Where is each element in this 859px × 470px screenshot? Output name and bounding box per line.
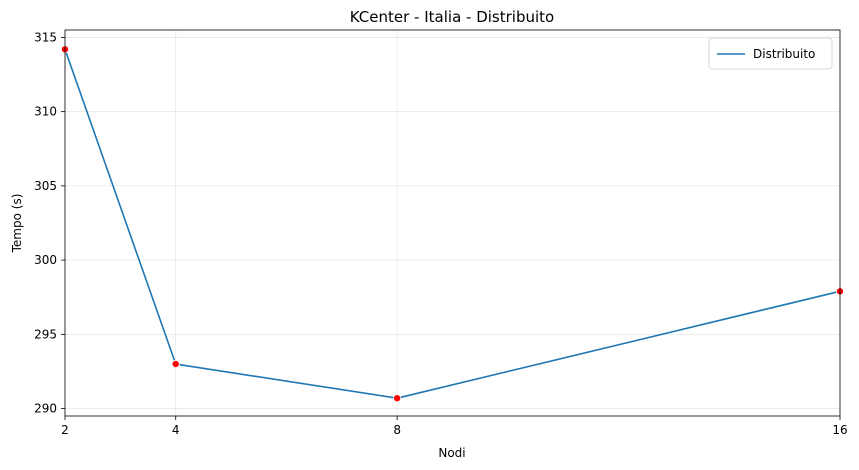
chart-title: KCenter - Italia - Distribuito bbox=[350, 8, 554, 26]
data-point bbox=[393, 394, 402, 403]
x-tick-label: 2 bbox=[61, 423, 69, 437]
y-axis-ticks: 290 295 300 305 310 315 bbox=[34, 30, 65, 416]
y-axis-label: Tempo (s) bbox=[10, 194, 24, 254]
legend: Distribuito bbox=[708, 37, 833, 70]
y-tick-label: 310 bbox=[34, 105, 57, 119]
y-tick-label: 315 bbox=[34, 30, 57, 44]
data-point bbox=[171, 360, 180, 369]
x-axis-ticks: 2 4 8 16 bbox=[61, 416, 848, 437]
series-line-distribuito bbox=[64, 49, 841, 399]
x-tick-label: 8 bbox=[393, 423, 401, 437]
y-tick-label: 300 bbox=[34, 253, 57, 267]
y-tick-label: 305 bbox=[34, 179, 57, 193]
legend-label-distribuito: Distribuito bbox=[753, 47, 815, 61]
x-tick-label: 16 bbox=[832, 423, 847, 437]
legend-box bbox=[708, 37, 833, 70]
x-tick-label: 4 bbox=[172, 423, 180, 437]
plot-frame bbox=[64, 29, 841, 417]
x-axis-label: Nodi bbox=[438, 446, 465, 460]
series-group bbox=[61, 45, 845, 403]
y-tick-label: 290 bbox=[34, 402, 57, 416]
grid bbox=[64, 30, 841, 416]
y-tick-label: 295 bbox=[34, 327, 57, 341]
